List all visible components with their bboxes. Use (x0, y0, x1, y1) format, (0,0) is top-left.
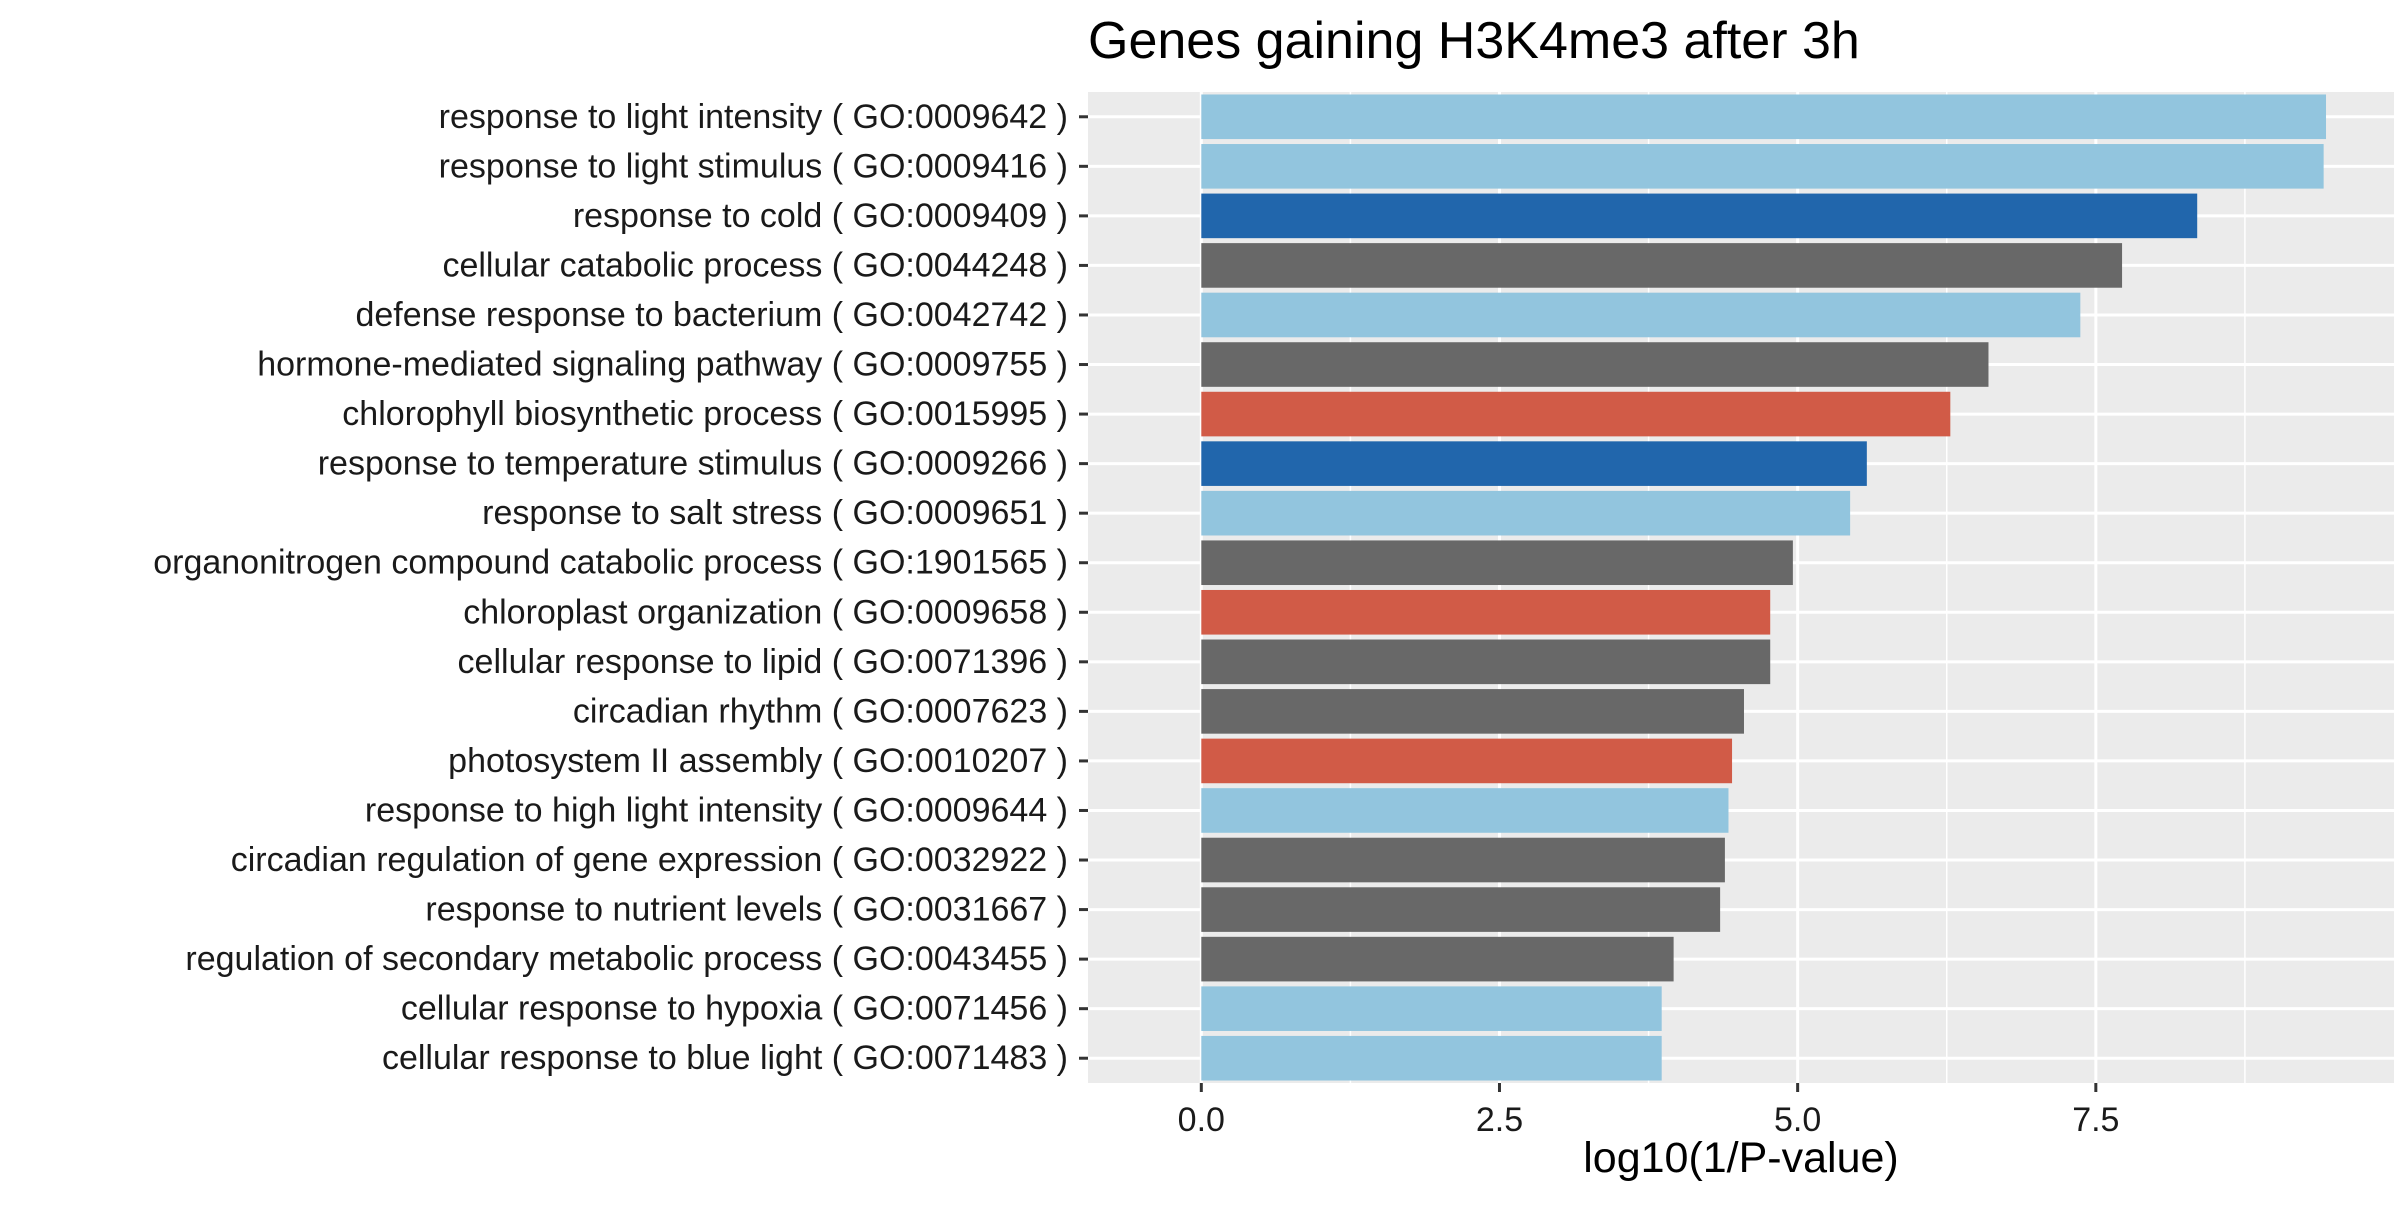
category-label: circadian regulation of gene expression … (231, 841, 1068, 879)
bar (1201, 540, 1793, 586)
category-label: defense response to bacterium ( GO:00427… (355, 296, 1068, 334)
category-label: photosystem II assembly ( GO:0010207 ) (448, 742, 1068, 780)
category-label: hormone-mediated signaling pathway ( GO:… (257, 346, 1068, 384)
x-tick-label: 5.0 (1774, 1101, 1821, 1139)
category-label: response to salt stress ( GO:0009651 ) (482, 494, 1068, 532)
bar (1201, 193, 2198, 239)
bar (1201, 738, 1733, 784)
bar (1201, 788, 1729, 833)
category-label: response to nutrient levels ( GO:0031667… (425, 891, 1068, 929)
category-label: response to high light intensity ( GO:00… (365, 791, 1068, 829)
category-label: chlorophyll biosynthetic process ( GO:00… (342, 395, 1068, 433)
bar (1201, 342, 1989, 387)
x-axis-ticks: 0.0 2.5 5.0 7.5 (1178, 1083, 2119, 1139)
x-tick-label: 0.0 (1178, 1101, 1225, 1139)
category-label: cellular response to lipid ( GO:0071396 … (458, 643, 1068, 681)
bar (1201, 391, 1951, 437)
bar (1201, 243, 2123, 288)
category-label: cellular catabolic process ( GO:0044248 … (442, 246, 1068, 284)
category-label: response to light intensity ( GO:0009642… (439, 98, 1068, 136)
chart-title: Genes gaining H3K4me3 after 3h (1088, 12, 1860, 70)
bars (1201, 94, 2327, 1081)
category-label: response to temperature stimulus ( GO:00… (318, 445, 1068, 483)
x-axis-title: log10(1/P-value) (1583, 1134, 1899, 1182)
category-labels: response to light intensity ( GO:0009642… (153, 98, 1088, 1077)
bar (1201, 1035, 1662, 1081)
category-label: circadian rhythm ( GO:0007623 ) (573, 692, 1068, 730)
bar (1201, 887, 1721, 932)
category-label: cellular response to hypoxia ( GO:007145… (401, 990, 1068, 1028)
bar (1201, 986, 1662, 1031)
bar (1201, 441, 1867, 486)
category-label: organonitrogen compound catabolic proces… (153, 544, 1068, 582)
category-label: chloroplast organization ( GO:0009658 ) (463, 593, 1068, 631)
x-tick-label: 2.5 (1476, 1101, 1523, 1139)
category-label: cellular response to blue light ( GO:007… (382, 1039, 1068, 1077)
plot-panel (1088, 92, 2394, 1083)
category-label: response to cold ( GO:0009409 ) (573, 197, 1068, 235)
bar (1201, 292, 2081, 338)
bar (1201, 639, 1771, 685)
bar (1201, 689, 1744, 734)
bar (1201, 94, 2327, 140)
category-label: response to light stimulus ( GO:0009416 … (439, 147, 1068, 185)
bar (1201, 490, 1851, 536)
x-tick-label: 7.5 (2072, 1101, 2119, 1139)
bar (1201, 837, 1725, 883)
category-label: regulation of secondary metabolic proces… (185, 940, 1068, 978)
bar (1201, 144, 2324, 189)
bar (1201, 589, 1771, 635)
bar (1201, 936, 1674, 982)
